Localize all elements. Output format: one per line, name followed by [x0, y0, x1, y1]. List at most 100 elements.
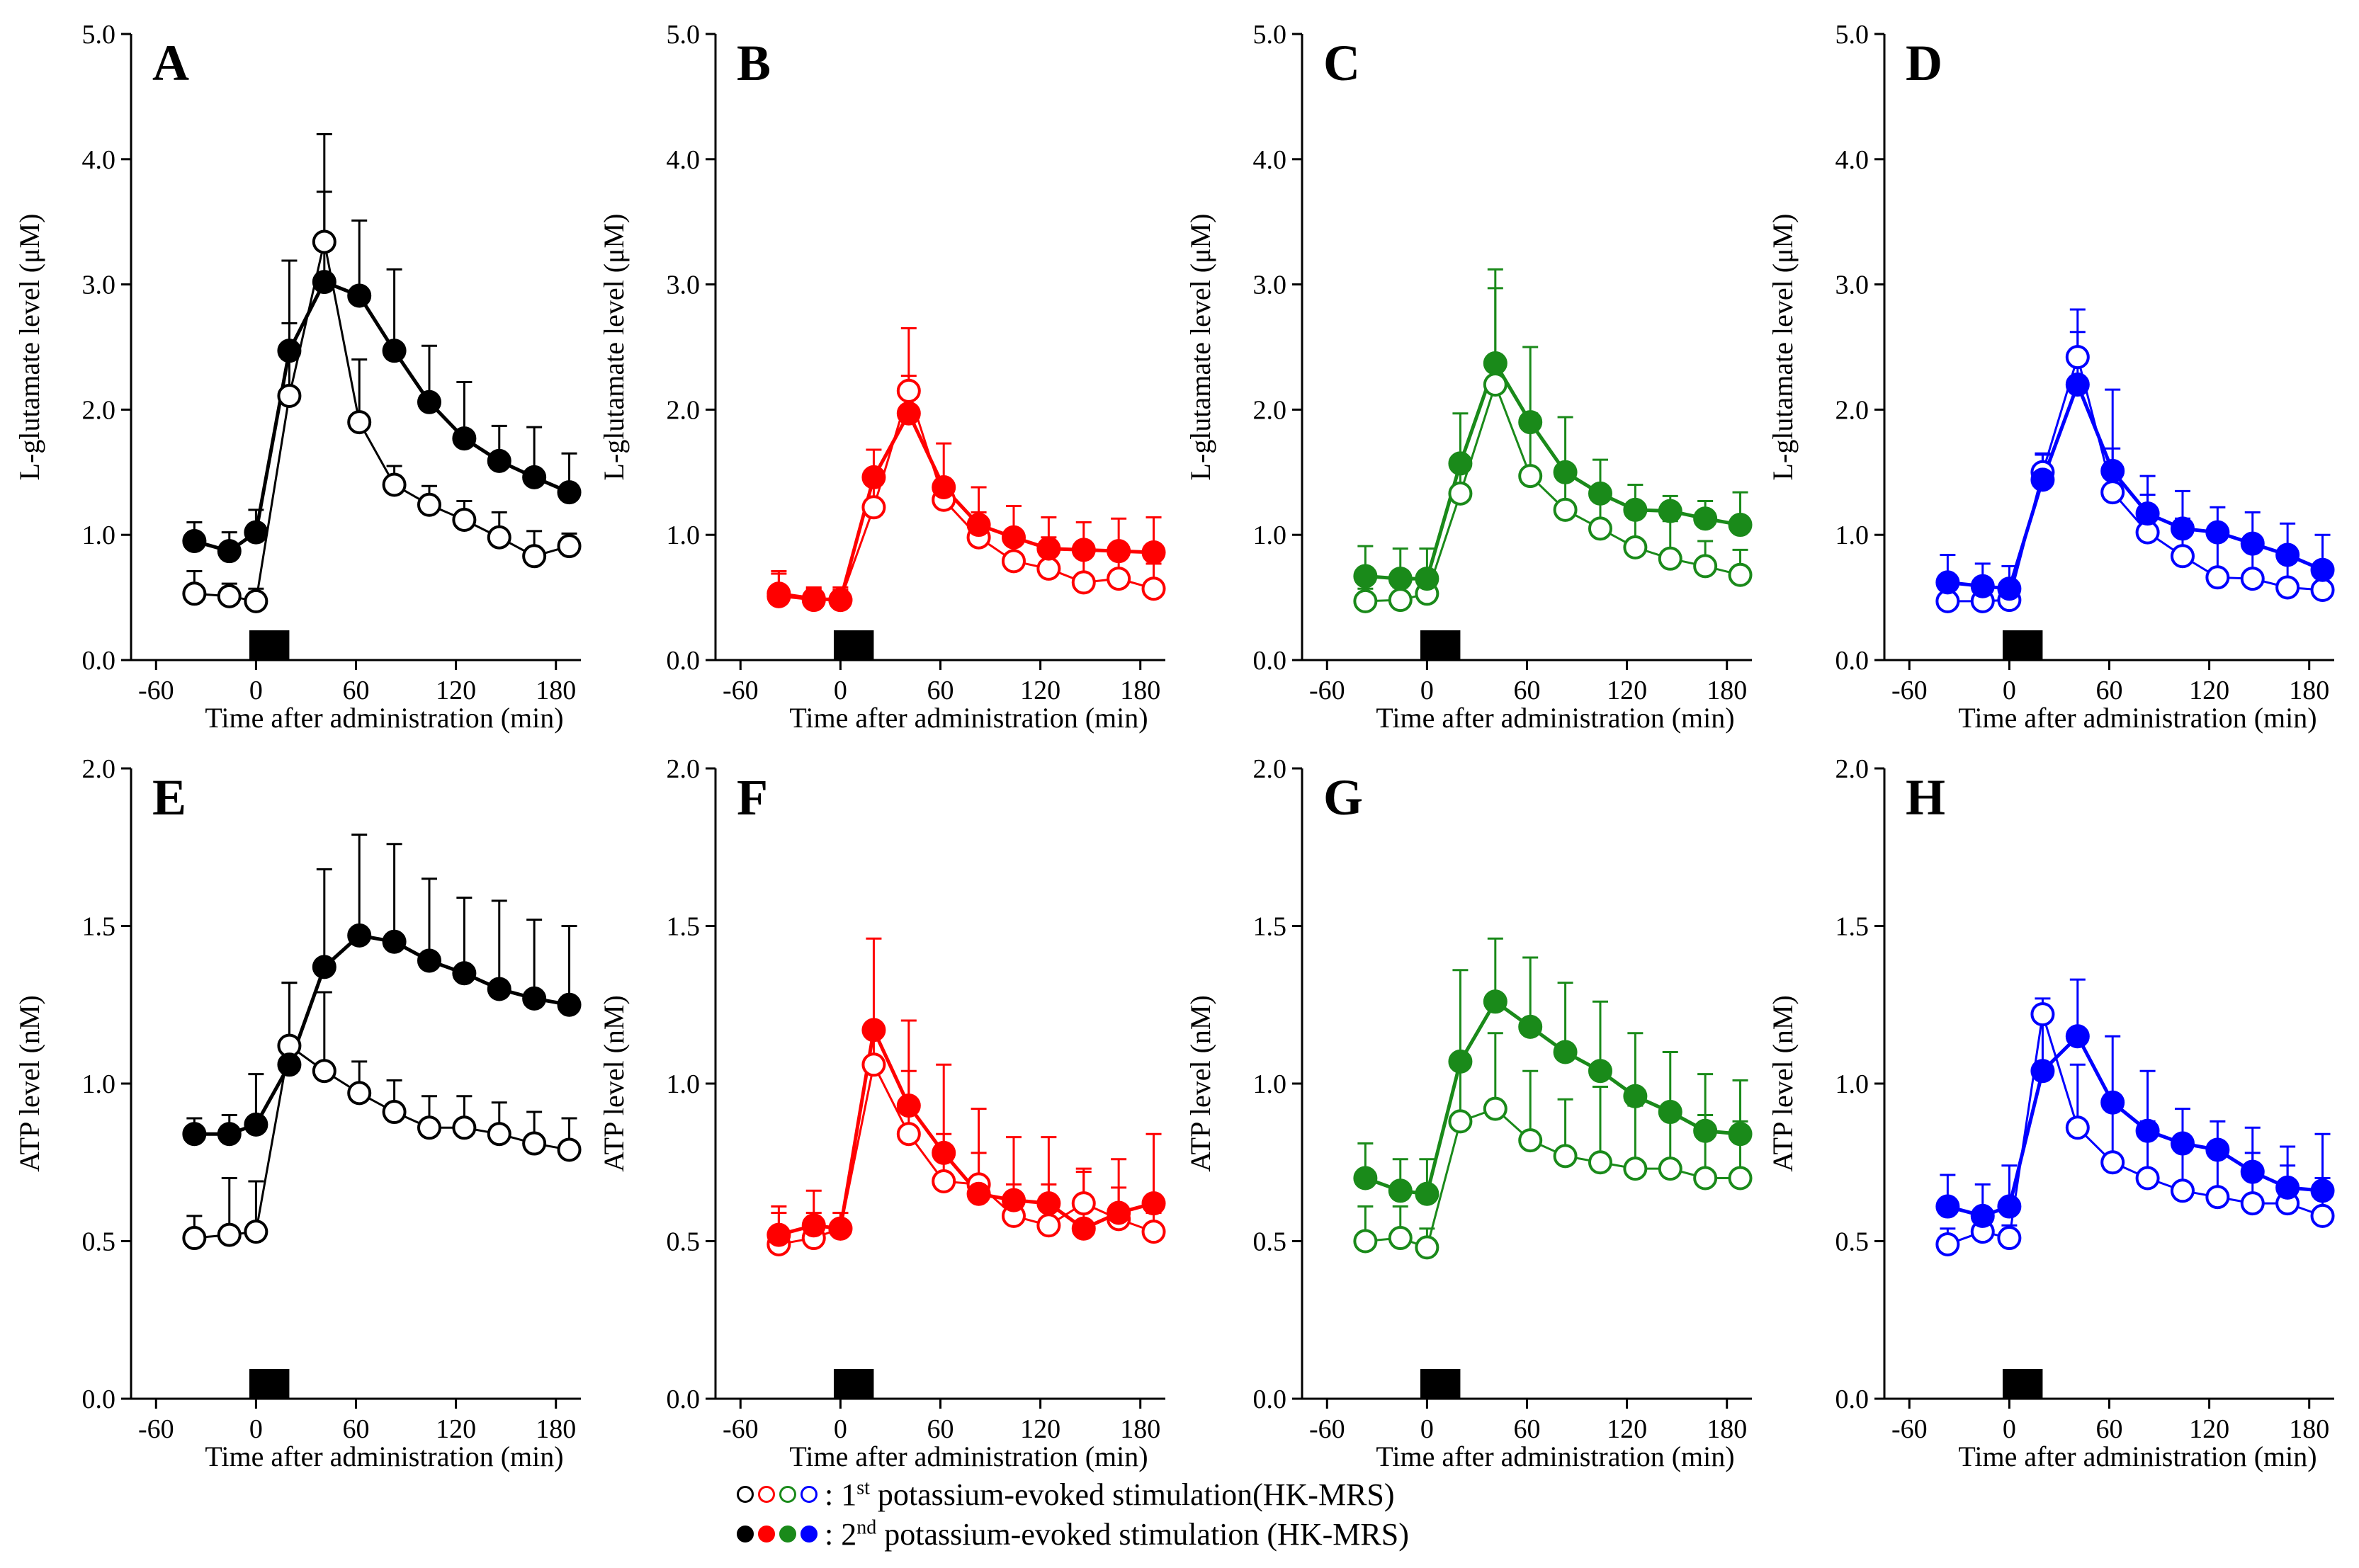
x-axis-label: Time after administration (min) [205, 702, 563, 734]
x-tick-label: 180 [2289, 676, 2329, 705]
data-point-1st [861, 1052, 886, 1077]
data-point-1st [1693, 1166, 1718, 1191]
legend-open-marker [801, 1486, 818, 1503]
y-axis-label: ATP level (nM) [598, 995, 630, 1172]
y-tick-label: 1.5 [667, 912, 701, 942]
y-tick-label: 0.5 [82, 1227, 116, 1257]
x-axis-label: Time after administration (min) [1376, 702, 1734, 734]
data-point-1st [1483, 1096, 1507, 1121]
data-point-2nd [1997, 576, 2022, 601]
y-axis-label: L-glutamate level (μM) [598, 214, 630, 481]
y-tick-label: 3.0 [82, 271, 116, 300]
data-point-2nd [1970, 574, 1995, 598]
y-tick-label: 2.0 [667, 395, 701, 425]
data-point-2nd [2065, 1024, 2090, 1049]
x-axis-label: Time after administration (min) [205, 1441, 563, 1472]
data-point-2nd [1353, 1166, 1378, 1191]
data-point-2nd [1623, 1084, 1648, 1108]
data-point-2nd [244, 520, 268, 545]
y-axis-label: L-glutamate level (μM) [13, 214, 45, 481]
data-point-2nd [182, 529, 207, 554]
data-point-1st [1353, 1229, 1378, 1254]
data-point-1st [1623, 535, 1648, 559]
data-point-2nd [312, 270, 336, 295]
data-point-2nd [1388, 1178, 1413, 1203]
panel-letter: F [737, 769, 768, 826]
data-point-2nd [766, 581, 791, 606]
data-point-2nd [382, 929, 407, 954]
x-axis-label: Time after administration (min) [1958, 1441, 2316, 1472]
data-point-1st [2135, 1166, 2160, 1191]
data-point-2nd [1693, 506, 1718, 531]
data-point-1st [1036, 1213, 1061, 1238]
data-point-2nd [1553, 1040, 1578, 1064]
data-point-1st [2205, 565, 2230, 590]
x-tick-label: 180 [1707, 1414, 1747, 1444]
y-tick-label: 0.0 [1835, 1385, 1869, 1414]
data-point-1st [896, 378, 921, 403]
data-point-1st [312, 229, 336, 254]
series-line-1st [194, 242, 570, 603]
data-point-1st [452, 1115, 477, 1140]
x-tick-label: 0 [834, 676, 847, 705]
data-point-2nd [1071, 1216, 1096, 1241]
data-point-2nd [217, 1122, 242, 1147]
data-point-2nd [1553, 460, 1578, 484]
data-point-1st [2030, 1002, 2055, 1027]
x-tick-label: 120 [1020, 1414, 1060, 1444]
data-point-2nd [2030, 467, 2055, 492]
data-point-1st [1518, 1128, 1543, 1153]
data-point-2nd [1518, 1014, 1543, 1039]
data-point-2nd [487, 448, 511, 473]
data-point-2nd [2275, 1175, 2300, 1200]
administration-bar [833, 1369, 874, 1399]
data-point-1st [2310, 577, 2335, 602]
series-line-2nd [1365, 359, 1741, 581]
y-tick-label: 1.0 [1253, 521, 1287, 550]
data-point-1st [1623, 1157, 1648, 1181]
data-point-1st [1553, 1144, 1578, 1169]
data-point-2nd [1036, 536, 1061, 561]
x-tick-label: 180 [1120, 676, 1160, 705]
data-point-2nd [2310, 1178, 2335, 1203]
data-point-2nd [452, 426, 477, 451]
data-point-1st [1107, 567, 1131, 591]
panel-letter: H [1906, 769, 1945, 826]
data-point-2nd [2170, 1131, 2195, 1156]
x-tick-label: 60 [2096, 1414, 2123, 1444]
x-axis-label: Time after administration (min) [789, 702, 1148, 734]
data-point-2nd [2030, 1059, 2055, 1084]
y-tick-label: 1.0 [1835, 521, 1869, 550]
data-point-2nd [2205, 1137, 2230, 1162]
data-point-2nd [1415, 567, 1439, 591]
legend-second-text: potassium-evoked stimulation (HK-MRS) [884, 1516, 1409, 1552]
data-point-2nd [801, 1213, 826, 1238]
data-point-2nd [347, 923, 372, 948]
x-tick-label: 0 [834, 1414, 847, 1444]
data-point-2nd [932, 1140, 956, 1165]
panel-letter: C [1323, 35, 1360, 91]
data-point-2nd [1448, 451, 1473, 476]
y-tick-label: 1.5 [1835, 912, 1869, 942]
x-tick-label: -60 [723, 1414, 759, 1444]
data-point-2nd [382, 339, 407, 363]
x-tick-label: 0 [1420, 676, 1434, 705]
data-point-2nd [1071, 538, 1096, 562]
series-line-2nd [1947, 1033, 2323, 1218]
panel-letter: A [152, 35, 189, 91]
data-point-2nd [1658, 1100, 1682, 1125]
data-point-1st [1588, 1150, 1612, 1175]
data-point-2nd [1623, 497, 1648, 522]
y-tick-label: 3.0 [667, 271, 701, 300]
data-point-2nd [452, 961, 477, 986]
y-tick-label: 5.0 [1835, 20, 1869, 50]
series-line-2nd [779, 409, 1154, 602]
y-tick-label: 1.0 [82, 1069, 116, 1099]
data-point-2nd [312, 955, 336, 979]
y-tick-label: 1.5 [1253, 912, 1287, 942]
x-tick-label: 120 [2189, 676, 2229, 705]
y-tick-label: 5.0 [82, 20, 116, 50]
